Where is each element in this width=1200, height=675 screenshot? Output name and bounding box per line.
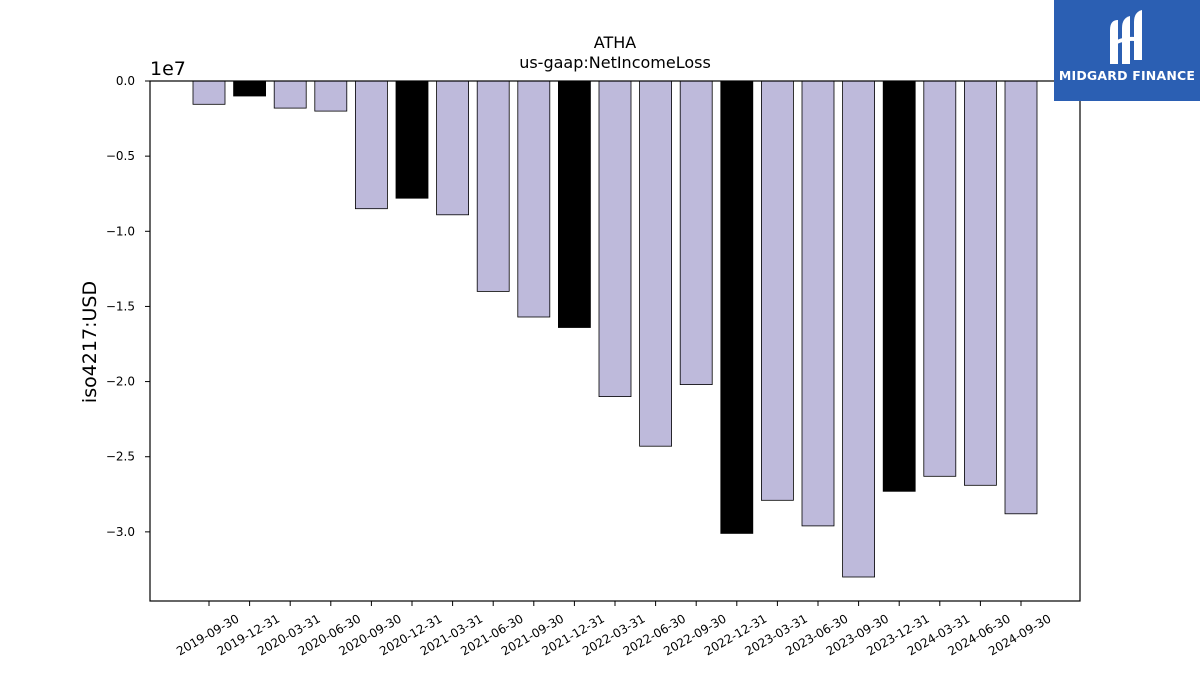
y-tick-label: −2.5 [106,450,135,464]
bar-2022-12-31 [720,80,754,534]
y-tick-label: −0.5 [106,149,135,163]
bar-2019-09-30 [192,80,226,105]
y-tick-label: −1.0 [106,224,135,238]
scale-label: 1e7 [150,58,186,80]
bar-2022-03-31 [598,80,632,398]
bar-2021-06-30 [476,80,510,292]
bar-2022-06-30 [639,80,672,447]
bar-2022-09-30 [679,80,713,386]
bar-2020-09-30 [354,80,388,210]
brand-name: MIDGARD FINANCE [1058,68,1196,83]
bar-2024-03-31 [923,80,957,477]
bar-2020-06-30 [314,80,348,112]
plot-frame [149,80,1081,602]
y-axis-label: iso4217:USD [79,281,101,403]
y-tick-label: 0.0 [116,74,135,88]
bar-2021-09-30 [517,80,551,318]
bar-2020-12-31 [395,80,429,199]
bar-2020-03-31 [273,80,307,109]
bar-2021-12-31 [558,80,591,328]
y-tick-label: −3.0 [106,525,135,539]
brand-logo: MIDGARD FINANCE [1054,0,1200,101]
bar-2023-06-30 [801,80,835,527]
bar-2021-03-31 [436,80,470,216]
chart-title: ATHA [594,33,637,52]
bar-2024-09-30 [1004,80,1038,515]
bar-2023-09-30 [842,80,875,578]
bar-2019-12-31 [233,80,267,97]
midgard-logo-icon [1110,10,1142,64]
bars-group [192,80,1038,578]
y-tick-label: −1.5 [106,299,135,313]
bar-2024-06-30 [964,80,997,486]
y-tick-label: −2.0 [106,375,135,389]
y-axis-ticks: 0.0 −0.5 −1.0 −1.5 −2.0 −2.5 −3.0 [106,74,150,539]
bar-2023-12-31 [882,80,916,492]
bar-2023-03-31 [761,80,794,501]
chart-subtitle: us-gaap:NetIncomeLoss [519,53,711,72]
x-axis-ticks: 2019-09-302019-12-312020-03-312020-06-30… [174,601,1054,658]
